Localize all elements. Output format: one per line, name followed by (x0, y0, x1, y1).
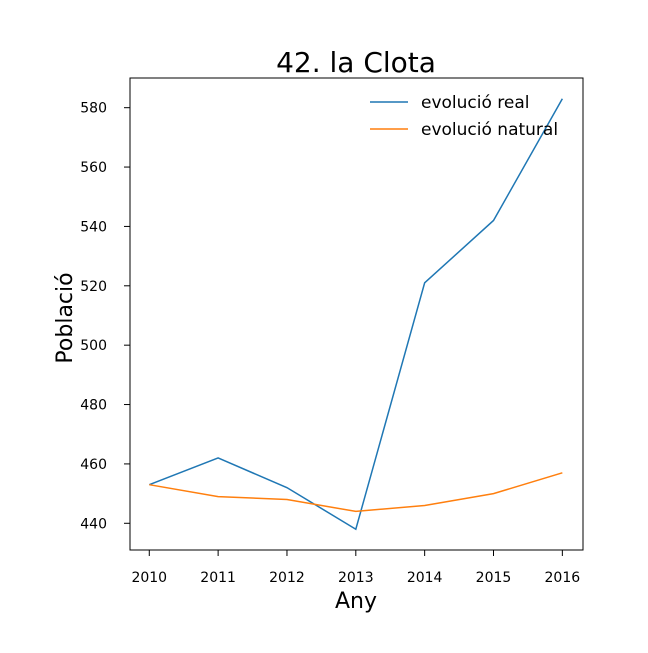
plot-frame (129, 77, 584, 551)
x-tick-label: 2015 (476, 570, 512, 586)
x-tick-label: 2012 (269, 570, 305, 586)
y-tick-label: 460 (80, 457, 107, 473)
y-tick-label: 540 (80, 219, 107, 235)
chart-title: 42. la Clota (276, 46, 436, 79)
y-axis: 440 460 480 500 520 540 560 580 (80, 101, 130, 532)
series-line-1 (149, 98, 564, 531)
x-tick-label: 2013 (338, 570, 374, 586)
y-tick-label: 520 (80, 279, 107, 295)
y-tick-label: 480 (80, 398, 107, 414)
legend: evolució real evolució natural (370, 93, 558, 140)
x-tick-label: 2011 (200, 570, 236, 586)
x-tick-label: 2010 (131, 570, 167, 586)
legend-label-1: evolució real (421, 93, 530, 113)
x-tick-label: 2014 (407, 570, 443, 586)
y-tick-label: 500 (80, 338, 107, 354)
x-axis-label: Any (335, 589, 377, 614)
series-line-2 (149, 472, 563, 513)
y-tick-label: 560 (80, 160, 107, 176)
y-tick-label: 580 (80, 101, 107, 117)
y-tick-label: 440 (80, 516, 107, 532)
y-axis-label: Població (53, 272, 78, 363)
legend-label-2: evolució natural (421, 120, 558, 140)
x-tick-label: 2016 (545, 570, 581, 586)
x-axis: 2010 2011 2012 2013 2014 2015 2016 (131, 550, 580, 586)
series-group (149, 98, 564, 531)
